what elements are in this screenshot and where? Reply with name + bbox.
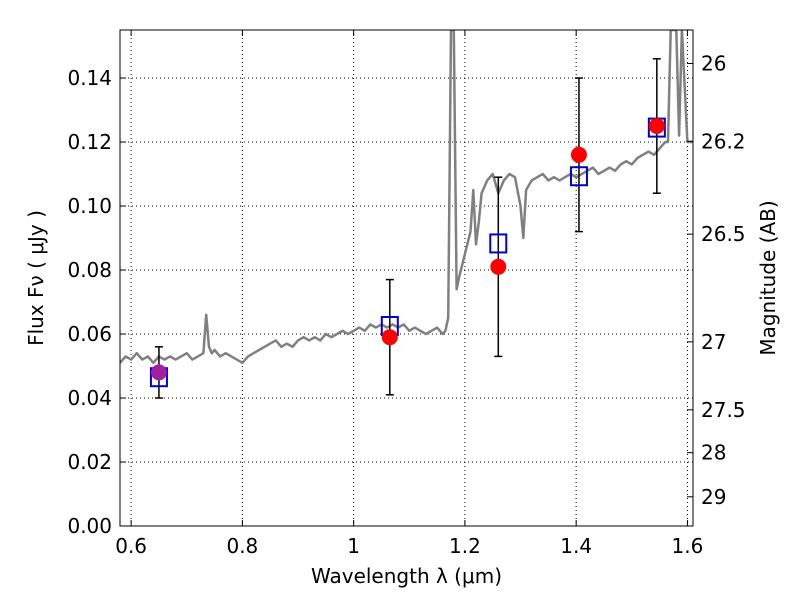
observed-point [570,146,587,163]
x-tick-label: 1.6 [672,534,704,558]
right-tick-label: 27 [701,330,726,354]
model-square-marker [489,233,508,254]
observed-point [150,364,167,381]
right-tick-label: 26 [701,51,726,75]
x-tick-label: 1 [347,534,360,558]
y-tick-label: 0.02 [67,450,112,474]
plot-frame [119,29,694,527]
spectrum-line [120,30,693,365]
y-tick-label: 0.12 [67,130,112,154]
observed-point [648,118,665,134]
x-tick-label: 1.4 [560,534,592,558]
y-tick-label: 0.04 [67,386,112,410]
y-tick-label: 0.14 [67,66,112,90]
right-tick-label: 28 [701,441,726,465]
y-tick-label: 0.08 [67,258,112,282]
right-axis-label: Magnitude (AB) [756,200,780,355]
right-tick-label: 27.5 [701,398,746,422]
right-tick-label: 26.5 [701,222,746,246]
y-axis-label: Flux Fν ( μJy ) [24,210,48,346]
data-layer [120,30,693,399]
model-square-marker [569,166,588,187]
grid [120,30,693,527]
x-axis-label: Wavelength λ (μm) [311,564,502,588]
observed-point [490,258,507,275]
x-tick-label: 0.8 [226,534,258,558]
y-tick-label: 0.00 [67,514,112,538]
right-tick-label: 29 [701,485,726,509]
ticks: 0.6 0.8 1 1.2 1.4 1.6 0.00 0.02 0.04 0.06 0.08 0.10… [67,30,746,558]
y-tick-label: 0.10 [67,194,112,218]
observed-point [381,329,398,346]
x-tick-label: 1.2 [449,534,481,558]
right-tick-label: 26.2 [701,129,746,153]
x-tick-label: 0.6 [115,534,147,558]
y-tick-label: 0.06 [67,322,112,346]
